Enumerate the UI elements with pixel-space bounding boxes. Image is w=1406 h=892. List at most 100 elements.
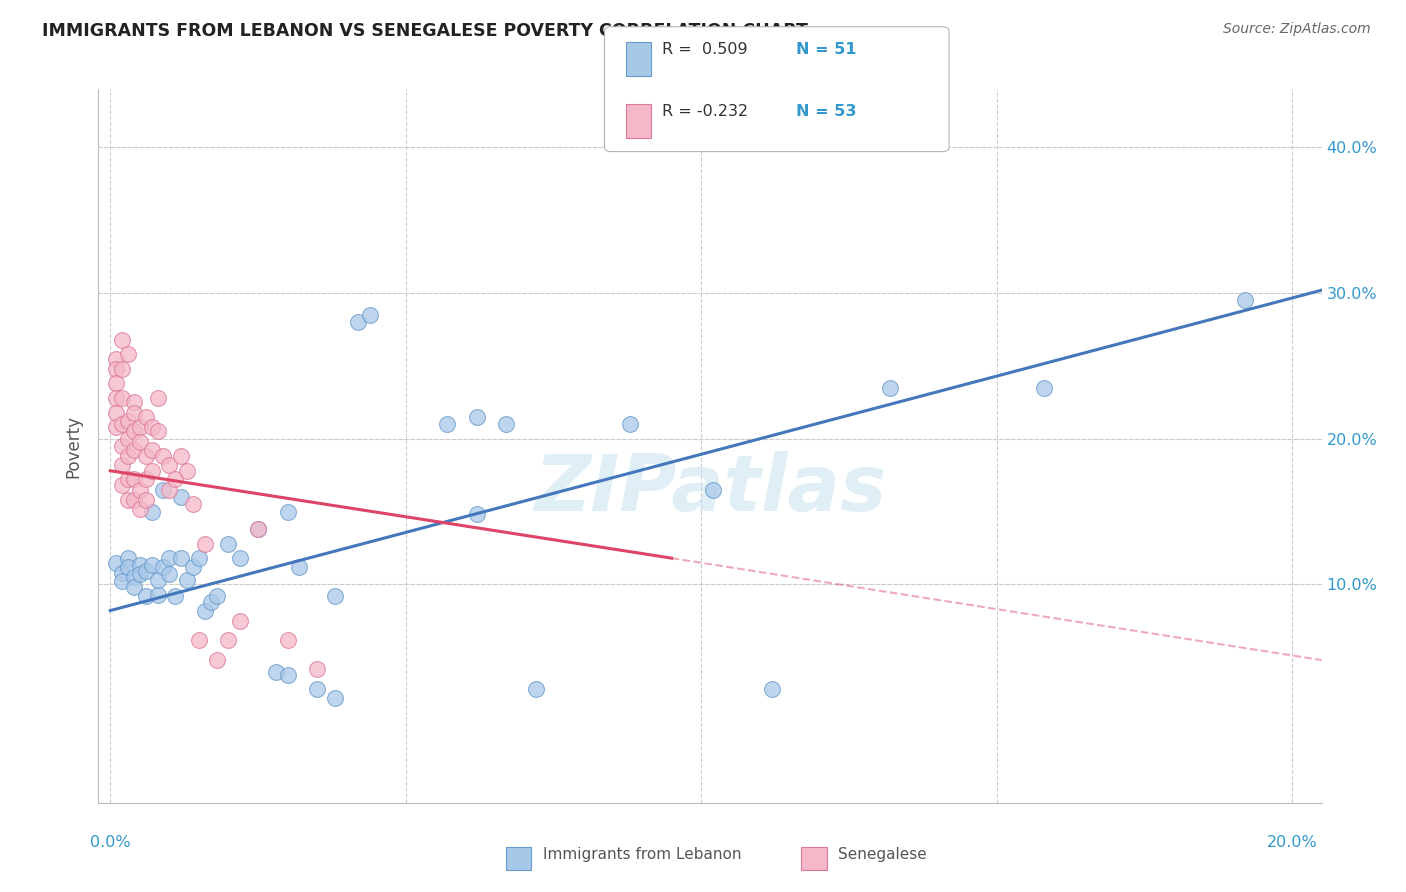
Point [141, 504, 163, 518]
Point [122, 425, 145, 439]
Point [122, 570, 145, 584]
Point [105, 391, 128, 405]
Point [181, 560, 204, 574]
Point [135, 409, 157, 424]
Point [117, 432, 139, 446]
Point [307, 662, 329, 676]
Point [135, 449, 157, 463]
Point [347, 315, 370, 329]
Point [135, 492, 157, 507]
Point [194, 536, 217, 550]
Point [157, 458, 180, 472]
Point [122, 443, 145, 458]
Text: R =  0.509: R = 0.509 [662, 42, 748, 57]
Point [117, 449, 139, 463]
Point [111, 417, 134, 432]
Point [276, 667, 298, 681]
Point [702, 483, 724, 497]
Text: ZIPatlas: ZIPatlas [534, 450, 886, 527]
Point [1233, 293, 1256, 308]
Point [117, 414, 139, 428]
Point [879, 381, 901, 395]
Point [135, 473, 157, 487]
Point [288, 560, 311, 574]
Point [111, 333, 134, 347]
Point [122, 580, 145, 594]
Text: Senegalese: Senegalese [838, 847, 927, 863]
Text: R = -0.232: R = -0.232 [662, 104, 748, 120]
Point [146, 588, 169, 602]
Point [111, 574, 134, 589]
Point [165, 473, 187, 487]
Point [205, 653, 228, 667]
Point [128, 434, 150, 449]
Point [122, 473, 145, 487]
Y-axis label: Poverty: Poverty [65, 415, 83, 477]
Point [117, 473, 139, 487]
Point [436, 417, 458, 432]
Text: N = 53: N = 53 [796, 104, 856, 120]
Point [200, 595, 222, 609]
Point [111, 391, 134, 405]
Point [141, 464, 163, 478]
Point [117, 551, 139, 566]
Point [152, 449, 174, 463]
Point [246, 522, 269, 536]
Point [181, 497, 204, 511]
Point [229, 614, 252, 628]
Point [205, 589, 228, 603]
Point [105, 556, 128, 570]
Point [146, 425, 169, 439]
Point [217, 536, 239, 550]
Point [122, 492, 145, 507]
Text: IMMIGRANTS FROM LEBANON VS SENEGALESE POVERTY CORRELATION CHART: IMMIGRANTS FROM LEBANON VS SENEGALESE PO… [42, 22, 808, 40]
Point [465, 409, 488, 424]
Point [111, 458, 134, 472]
Point [128, 558, 150, 573]
Point [105, 361, 128, 376]
Point [128, 501, 150, 516]
Point [619, 417, 641, 432]
Point [187, 551, 209, 566]
Point [176, 464, 198, 478]
Point [152, 483, 174, 497]
Point [465, 508, 488, 522]
Point [128, 420, 150, 434]
Point [170, 490, 193, 504]
Point [105, 420, 128, 434]
Text: N = 51: N = 51 [796, 42, 856, 57]
Point [307, 682, 329, 697]
Text: 0.0%: 0.0% [90, 835, 131, 850]
Point [495, 417, 517, 432]
Point [122, 405, 145, 419]
Point [157, 567, 180, 582]
Point [761, 682, 783, 697]
Point [359, 308, 381, 322]
Point [323, 690, 346, 705]
Point [117, 492, 139, 507]
Point [146, 573, 169, 587]
Point [111, 566, 134, 580]
Point [157, 551, 180, 566]
Point [135, 564, 157, 578]
Point [170, 551, 193, 566]
Point [135, 589, 157, 603]
Point [105, 405, 128, 419]
Point [141, 558, 163, 573]
Point [187, 632, 209, 647]
Point [141, 420, 163, 434]
Point [111, 478, 134, 492]
Point [117, 560, 139, 574]
Point [323, 589, 346, 603]
Point [276, 632, 298, 647]
Point [276, 504, 298, 518]
Point [117, 347, 139, 361]
Point [246, 522, 269, 536]
Point [146, 391, 169, 405]
Point [141, 443, 163, 458]
Text: 20.0%: 20.0% [1267, 835, 1317, 850]
Point [194, 603, 217, 617]
Point [128, 567, 150, 582]
Point [111, 361, 134, 376]
Point [264, 665, 287, 679]
